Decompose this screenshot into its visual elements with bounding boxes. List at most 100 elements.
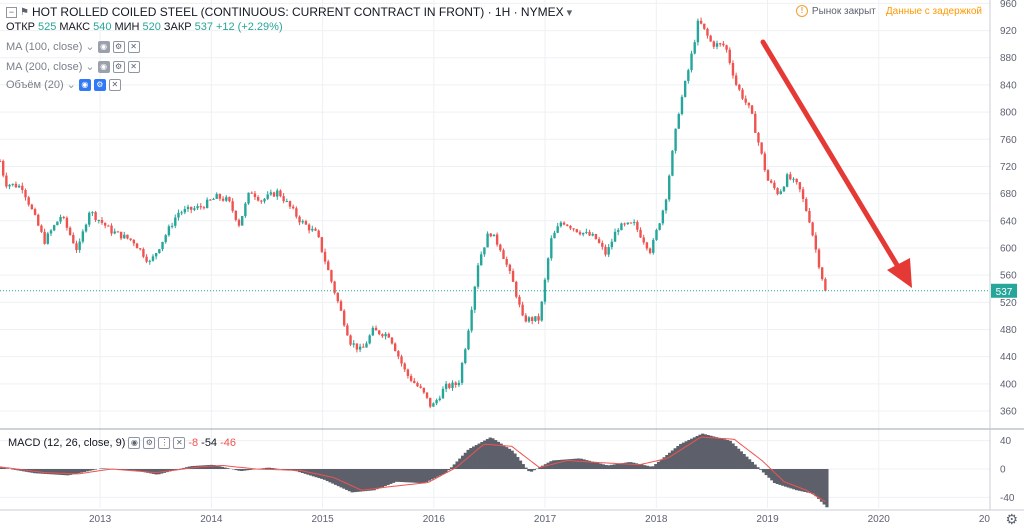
eye-icon[interactable]: ◉ xyxy=(128,437,141,449)
close-icon[interactable]: ✕ xyxy=(108,78,121,91)
gear-icon[interactable]: ⚙ xyxy=(143,437,156,449)
candle-body xyxy=(588,231,591,236)
candle-body xyxy=(24,190,27,198)
macd-bar xyxy=(13,469,17,470)
macd-bar xyxy=(463,452,467,469)
candle-body xyxy=(142,249,145,257)
macd-legend[interactable]: MACD (12, 26, close, 9) ◉ ⚙ ⋮ ✕ -8 -54 -… xyxy=(8,437,236,449)
candle-body xyxy=(5,175,8,187)
candle-body xyxy=(575,229,579,233)
candle-body xyxy=(419,386,422,388)
candle-body xyxy=(499,244,502,251)
high-label: МАКС xyxy=(59,21,91,33)
eye-icon[interactable]: ◉ xyxy=(97,60,110,73)
candle-body xyxy=(154,253,158,257)
candle-body xyxy=(358,346,362,350)
eye-icon[interactable]: ◉ xyxy=(97,40,110,53)
candle-body xyxy=(215,194,218,199)
candle-body xyxy=(543,279,547,302)
macd-bar xyxy=(138,469,142,472)
macd-bar xyxy=(767,469,771,478)
candle-body xyxy=(731,62,735,76)
macd-bar xyxy=(817,469,821,499)
macd-bar xyxy=(0,467,4,469)
gear-icon[interactable]: ⚙ xyxy=(112,40,125,53)
candle-body xyxy=(674,128,677,151)
candle-body xyxy=(537,316,540,321)
y-tick-label: 0 xyxy=(1000,465,1006,476)
chevron-down-icon[interactable]: ⌄ xyxy=(66,79,76,91)
candle-body xyxy=(97,219,100,221)
delayed-data-text[interactable]: Данные с задержкой xyxy=(885,5,982,17)
indicator-ma200[interactable]: MA (200, close) ⌄ ◉ ⚙ ✕ xyxy=(6,60,140,73)
gear-icon[interactable]: ⚙ xyxy=(93,78,106,91)
candle-body xyxy=(492,234,496,237)
more-icon[interactable]: ⋮ xyxy=(158,437,171,449)
close-icon[interactable]: ✕ xyxy=(127,40,140,53)
indicator-volume[interactable]: Объём (20) ⌄ ◉ ⚙ ✕ xyxy=(6,78,121,91)
symbol-dropdown-icon[interactable]: ▾ xyxy=(566,6,573,19)
candle-body xyxy=(508,264,512,272)
macd-bar xyxy=(659,459,663,469)
candle-body xyxy=(33,209,37,215)
candle-body xyxy=(247,192,250,204)
macd-bar xyxy=(662,457,666,469)
macd-bar xyxy=(781,469,785,486)
close-icon[interactable]: ✕ xyxy=(173,437,186,449)
candle-body xyxy=(467,330,470,350)
macd-bar xyxy=(356,469,360,492)
macd-bar xyxy=(610,464,614,469)
macd-bar xyxy=(358,469,363,492)
macd-bar xyxy=(212,465,216,469)
macd-bar xyxy=(140,469,144,472)
candle-body xyxy=(170,225,174,227)
macd-bar xyxy=(679,443,683,469)
candle-body xyxy=(648,248,652,253)
macd-bar xyxy=(391,469,396,483)
x-tick-label: 2020 xyxy=(868,514,891,525)
candle-body xyxy=(177,212,180,218)
macd-bar xyxy=(162,469,167,473)
candle-body xyxy=(699,20,703,24)
collapse-icon[interactable]: − xyxy=(6,6,17,18)
candle-body xyxy=(553,232,556,239)
macd-bar xyxy=(695,436,699,469)
candle-body xyxy=(683,80,687,97)
x-tick-label: 20 xyxy=(979,514,991,525)
candle-body xyxy=(454,382,457,386)
close-label: ЗАКР xyxy=(163,21,192,33)
macd-bar xyxy=(364,469,368,492)
candle-body xyxy=(690,53,693,71)
candle-body xyxy=(263,198,266,202)
indicator-ma100[interactable]: MA (100, close) ⌄ ◉ ⚙ ✕ xyxy=(6,40,140,53)
candle-body xyxy=(511,271,515,282)
macd-bar xyxy=(538,467,542,469)
eye-icon[interactable]: ◉ xyxy=(78,78,91,91)
macd-bar xyxy=(82,469,86,472)
chevron-down-icon[interactable]: ⌄ xyxy=(85,41,95,53)
chevron-down-icon[interactable]: ⌄ xyxy=(85,61,95,73)
candle-body xyxy=(626,222,629,225)
close-icon[interactable]: ✕ xyxy=(127,60,140,73)
macd-bar xyxy=(369,469,374,491)
change-value: +12 (+2.29%) xyxy=(215,21,283,33)
gear-icon[interactable]: ⚙ xyxy=(112,60,125,73)
macd-bar xyxy=(215,465,219,469)
candle-body xyxy=(103,222,107,226)
y-tick-label: 40 xyxy=(1000,436,1012,447)
candle-body xyxy=(8,184,11,187)
low-value: 520 xyxy=(142,21,161,33)
candle-body xyxy=(795,178,798,183)
macd-bar xyxy=(149,469,153,474)
candle-body xyxy=(652,239,655,253)
macd-bar xyxy=(408,469,412,483)
macd-bar xyxy=(331,469,335,484)
candle-body xyxy=(132,239,136,244)
macd-bar xyxy=(814,469,818,497)
candle-body xyxy=(158,249,161,254)
candle-body xyxy=(413,380,416,384)
settings-gear-icon[interactable]: ⚙ xyxy=(1005,511,1018,527)
candle-body xyxy=(307,224,311,231)
candle-body xyxy=(65,217,69,228)
